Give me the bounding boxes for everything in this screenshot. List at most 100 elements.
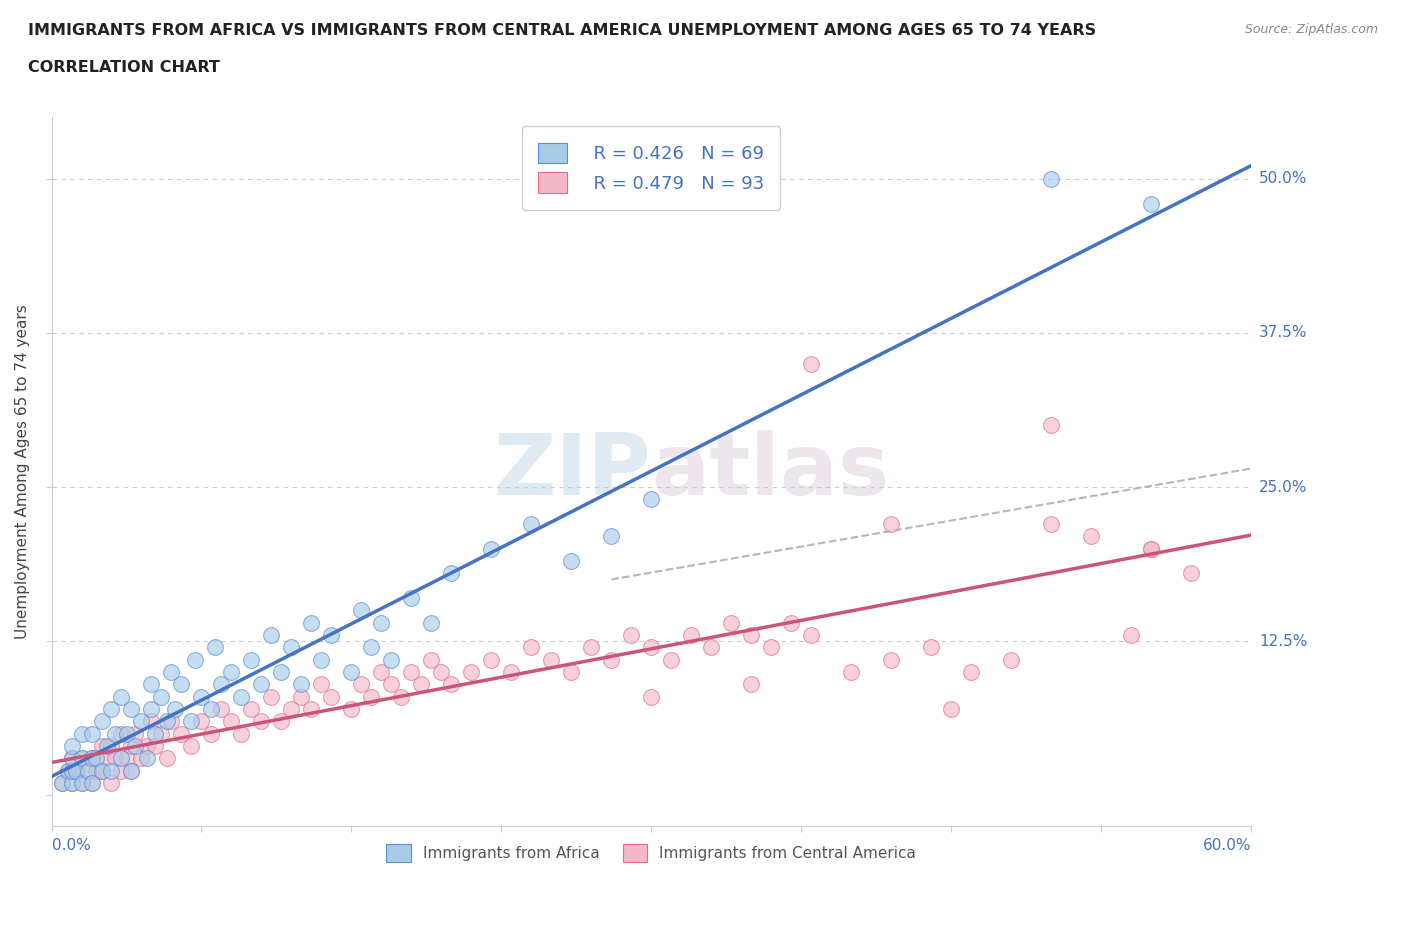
Text: ZIP: ZIP [494, 431, 651, 513]
Point [430, 665, 453, 680]
Point [659, 652, 682, 667]
Point [156, 714, 179, 729]
Point [600, 529, 623, 544]
Point [370, 616, 392, 631]
Point [800, 628, 823, 643]
Point [121, 764, 143, 778]
Point [380, 677, 402, 692]
Point [76, 764, 98, 778]
Point [280, 640, 302, 655]
Point [1080, 529, 1102, 544]
Point [640, 492, 662, 507]
Point [299, 701, 322, 716]
Point [939, 701, 962, 716]
Point [65, 764, 87, 778]
Point [1180, 565, 1202, 580]
Point [321, 628, 343, 643]
Point [231, 689, 253, 704]
Point [800, 356, 823, 371]
Point [136, 738, 159, 753]
Point [96, 751, 118, 765]
Point [117, 751, 139, 765]
Point [360, 640, 382, 655]
Point [60, 751, 83, 765]
Text: 25.0%: 25.0% [1258, 480, 1308, 495]
Point [960, 665, 983, 680]
Point [311, 677, 333, 692]
Point [880, 516, 903, 531]
Point [96, 738, 118, 753]
Point [1140, 541, 1163, 556]
Point [620, 628, 643, 643]
Point [60, 776, 83, 790]
Point [51, 776, 73, 790]
Point [260, 628, 283, 643]
Point [280, 701, 302, 716]
Point [60, 764, 83, 778]
Point [100, 701, 122, 716]
Point [380, 652, 402, 667]
Point [780, 616, 803, 631]
Point [65, 764, 87, 778]
Point [321, 689, 343, 704]
Point [141, 714, 163, 729]
Point [460, 665, 482, 680]
Point [80, 776, 103, 790]
Point [145, 726, 167, 741]
Point [640, 689, 662, 704]
Point [240, 701, 263, 716]
Point [121, 701, 143, 716]
Point [839, 665, 862, 680]
Point [479, 541, 502, 556]
Point [90, 738, 112, 753]
Point [136, 751, 159, 765]
Point [350, 677, 373, 692]
Point [1140, 196, 1163, 211]
Point [370, 665, 392, 680]
Point [56, 764, 79, 778]
Point [180, 738, 202, 753]
Point [1039, 516, 1062, 531]
Point [290, 677, 312, 692]
Point [740, 677, 762, 692]
Point [209, 701, 232, 716]
Point [209, 677, 232, 692]
Point [479, 652, 502, 667]
Point [221, 714, 243, 729]
Point [1039, 171, 1062, 186]
Point [560, 553, 582, 568]
Point [100, 738, 122, 753]
Point [160, 714, 183, 729]
Point [190, 714, 212, 729]
Point [1000, 652, 1022, 667]
Text: 60.0%: 60.0% [1202, 838, 1251, 854]
Point [440, 677, 463, 692]
Point [250, 714, 273, 729]
Point [60, 751, 83, 765]
Point [110, 764, 132, 778]
Point [740, 628, 762, 643]
Point [100, 776, 122, 790]
Point [200, 726, 222, 741]
Point [84, 751, 107, 765]
Point [540, 652, 562, 667]
Point [880, 652, 903, 667]
Point [440, 565, 463, 580]
Point [520, 640, 543, 655]
Point [581, 640, 603, 655]
Point [681, 628, 703, 643]
Point [124, 738, 146, 753]
Point [1039, 418, 1062, 432]
Point [260, 689, 283, 704]
Point [110, 726, 132, 741]
Point [70, 751, 93, 765]
Point [350, 603, 373, 618]
Point [131, 751, 153, 765]
Point [76, 764, 98, 778]
Text: CORRELATION CHART: CORRELATION CHART [28, 60, 219, 75]
Point [299, 616, 322, 631]
Point [180, 714, 202, 729]
Point [110, 689, 132, 704]
Point [70, 776, 93, 790]
Point [340, 701, 363, 716]
